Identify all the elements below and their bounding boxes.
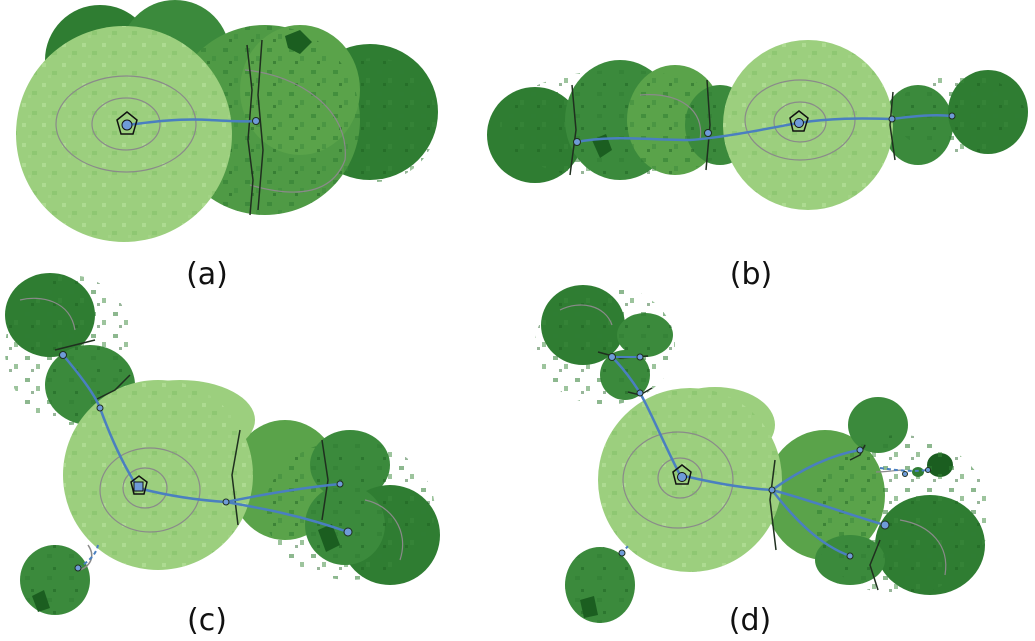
contour-lines bbox=[639, 79, 856, 161]
panel-label-a: (a) bbox=[186, 257, 228, 292]
node-marker bbox=[222, 498, 230, 506]
route-branch bbox=[771, 489, 851, 558]
target-marker bbox=[789, 110, 809, 132]
node-marker bbox=[856, 446, 864, 454]
node-marker bbox=[768, 486, 776, 494]
panel-c bbox=[5, 273, 440, 615]
panel-label-d: (d) bbox=[728, 603, 772, 638]
node-marker bbox=[343, 527, 353, 537]
panel-b bbox=[487, 40, 1028, 210]
node-marker bbox=[618, 549, 626, 557]
node-marker bbox=[59, 351, 67, 359]
node-marker bbox=[336, 480, 344, 488]
region-cluster bbox=[487, 40, 1028, 210]
node-marker bbox=[573, 138, 581, 146]
node-marker bbox=[925, 467, 931, 473]
contour-lines bbox=[559, 304, 947, 576]
contour-lines bbox=[19, 297, 404, 561]
route-path bbox=[126, 118, 257, 127]
contour-lines bbox=[55, 69, 346, 193]
target-marker bbox=[672, 464, 692, 485]
panel-label-c: (c) bbox=[187, 603, 227, 638]
panel-d bbox=[535, 285, 990, 623]
route-path bbox=[576, 113, 953, 144]
node-marker bbox=[96, 404, 104, 412]
region-boundaries bbox=[246, 39, 264, 216]
node-marker bbox=[880, 520, 890, 530]
node-marker bbox=[948, 112, 956, 120]
node-marker bbox=[636, 353, 644, 361]
route-branch bbox=[225, 500, 349, 534]
dashed-link bbox=[879, 467, 929, 472]
target-marker bbox=[130, 475, 148, 495]
node-marker bbox=[846, 552, 854, 560]
region-boundaries bbox=[54, 339, 329, 571]
node-marker bbox=[74, 564, 82, 572]
route-branch bbox=[771, 488, 886, 527]
node-marker bbox=[888, 115, 896, 123]
node-marker bbox=[636, 389, 644, 397]
region-cluster bbox=[5, 273, 440, 615]
panel-a bbox=[16, 0, 438, 242]
node-marker bbox=[252, 117, 260, 125]
panel-label-b: (b) bbox=[729, 257, 773, 292]
node-marker bbox=[704, 129, 712, 137]
region-cluster bbox=[535, 285, 990, 623]
node-marker bbox=[902, 471, 908, 477]
region-boundaries bbox=[569, 79, 896, 176]
target-marker bbox=[116, 111, 138, 135]
node-marker bbox=[608, 353, 616, 361]
